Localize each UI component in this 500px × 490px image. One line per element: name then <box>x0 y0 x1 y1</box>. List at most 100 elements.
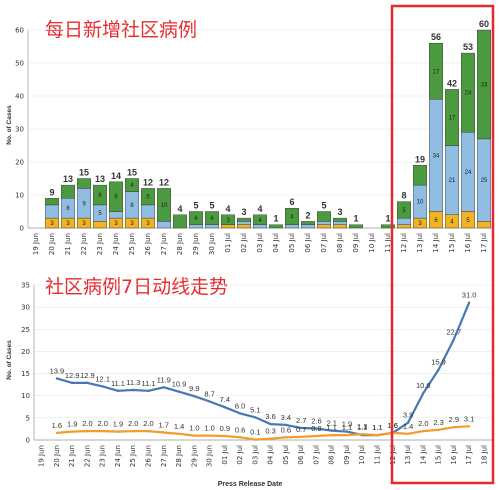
bar-segment <box>237 224 251 229</box>
line-point-label: 9.9 <box>189 384 199 393</box>
line-point-label: 1.9 <box>342 420 352 429</box>
line-point <box>101 429 104 433</box>
line-point <box>116 389 120 393</box>
bar-chart-y-tick-label: 50 <box>15 60 24 68</box>
line-point <box>132 429 135 433</box>
bar-segment <box>109 181 123 212</box>
line-point-label: 3.4 <box>281 413 291 422</box>
line-chart-x-tick-label: 30 Jun <box>206 445 214 467</box>
bar-segment <box>221 214 235 225</box>
line-point <box>208 434 211 437</box>
bar-chart-x-tick-label: 21 Jun <box>64 233 72 255</box>
line-point-label: 5.1 <box>250 405 260 414</box>
line-point <box>177 390 181 393</box>
bar-chart-x-tick-label: 25 Jun <box>128 233 136 255</box>
bar-chart-x-tick-label: 14 Jul <box>432 233 440 253</box>
line-point-label: 7.4 <box>220 395 230 404</box>
bar-segment-label: 3 <box>50 221 54 227</box>
line-point-label: 0.9 <box>311 424 321 433</box>
line-point <box>330 433 333 437</box>
line-point <box>422 429 425 433</box>
line-point-label: 1.1 <box>342 423 352 432</box>
bar-chart-x-tick-label: 12 Jul <box>400 233 408 253</box>
bar-segment <box>413 165 427 186</box>
bar-total-label: 13 <box>63 174 73 184</box>
line-point <box>269 437 272 440</box>
line-point-label: 3.1 <box>464 414 474 423</box>
line-point-label: 11.1 <box>141 379 155 388</box>
bar-total-label: 14 <box>111 171 121 181</box>
bar-segment <box>237 217 251 222</box>
line-chart-x-tick-label: 07 Jul <box>312 445 320 465</box>
line-point <box>452 338 456 341</box>
bar-chart-x-tick-label: 02 Jul <box>240 233 248 253</box>
bar-segment-label: 3 <box>226 218 230 224</box>
bar-segment <box>141 204 155 219</box>
line-chart-x-tick-label: 29 Jun <box>190 445 198 467</box>
bar-total-label: 12 <box>143 177 153 187</box>
highlight-box <box>390 4 495 485</box>
line-point-label: 11.3 <box>126 378 140 387</box>
line-chart-x-tick-label: 09 Jul <box>343 445 351 465</box>
line-point <box>467 301 471 304</box>
line-point-label: 12.9 <box>65 371 80 380</box>
line-chart-title: 社区病例7日动线走势 <box>45 276 228 298</box>
bar-total-label: 9 <box>49 187 54 197</box>
bar-segment-label: 4 <box>210 216 214 222</box>
bar-segment-label: 5 <box>98 211 102 217</box>
bar-total-label: 6 <box>289 197 294 207</box>
bar-segment <box>189 224 203 229</box>
line-point-label: 8.7 <box>204 389 214 398</box>
line-point <box>406 432 410 435</box>
line-point <box>467 425 471 428</box>
bar-segment-label: 3 <box>82 221 86 227</box>
bar-segment-label: 6 <box>434 218 438 224</box>
bar-segment <box>317 224 331 229</box>
line-chart-y-tick-label: 25 <box>21 326 30 334</box>
bar-segment <box>397 217 411 225</box>
line-chart-x-tick-label: 27 Jun <box>160 445 168 467</box>
line-point <box>223 434 227 438</box>
line-point <box>315 434 318 438</box>
line-point <box>86 429 89 433</box>
bar-segment-label: 33 <box>481 82 488 88</box>
line-chart-x-tick-label: 28 Jun <box>175 445 183 467</box>
line-chart-x-axis-label: Press Release Date <box>218 481 283 488</box>
line-point-label: 0.7 <box>296 425 306 434</box>
bar-total-label: 5 <box>209 201 214 211</box>
bar-segment <box>317 221 331 225</box>
bar-total-label: 4 <box>177 204 182 214</box>
bar-total-label: 19 <box>415 154 425 164</box>
bar-total-label: 1 <box>353 214 358 224</box>
bar-segment <box>333 217 347 222</box>
bar-chart-x-tick-label: 19 Jun <box>32 233 40 255</box>
line-point-label: 15.9 <box>431 358 446 367</box>
line-point-label: 1.1 <box>372 423 382 432</box>
bar-segment <box>477 29 491 140</box>
bar-segment <box>285 207 299 225</box>
secondary-trend-line <box>56 425 470 441</box>
line-chart-x-tick-label: 10 Jul <box>358 445 366 465</box>
line-chart-x-tick-label: 08 Jul <box>328 445 336 465</box>
line-point <box>284 423 288 427</box>
bar-segment <box>45 198 59 206</box>
line-point <box>376 433 379 437</box>
line-point <box>330 429 333 432</box>
bar-segment-label: 6 <box>66 206 70 212</box>
line-point-label: 2.7 <box>296 416 306 425</box>
line-point <box>238 412 242 415</box>
line-point-label: 2.0 <box>97 419 107 428</box>
line-point <box>437 428 440 432</box>
line-point <box>284 436 288 439</box>
bar-segment <box>269 224 283 229</box>
bar-total-label: 13 <box>95 174 105 184</box>
bar-segment-label: 9 <box>114 195 118 201</box>
bar-chart-x-tick-label: 30 Jun <box>208 233 216 255</box>
bar-segment-label: 5 <box>466 218 470 224</box>
bar-chart-x-tick-label: 06 Jul <box>304 233 312 253</box>
bar-chart-x-tick-label: 04 Jul <box>272 233 280 253</box>
bar-segment <box>317 211 331 222</box>
bar-segment-label: 4 <box>450 219 454 225</box>
bar-segment <box>381 224 395 229</box>
